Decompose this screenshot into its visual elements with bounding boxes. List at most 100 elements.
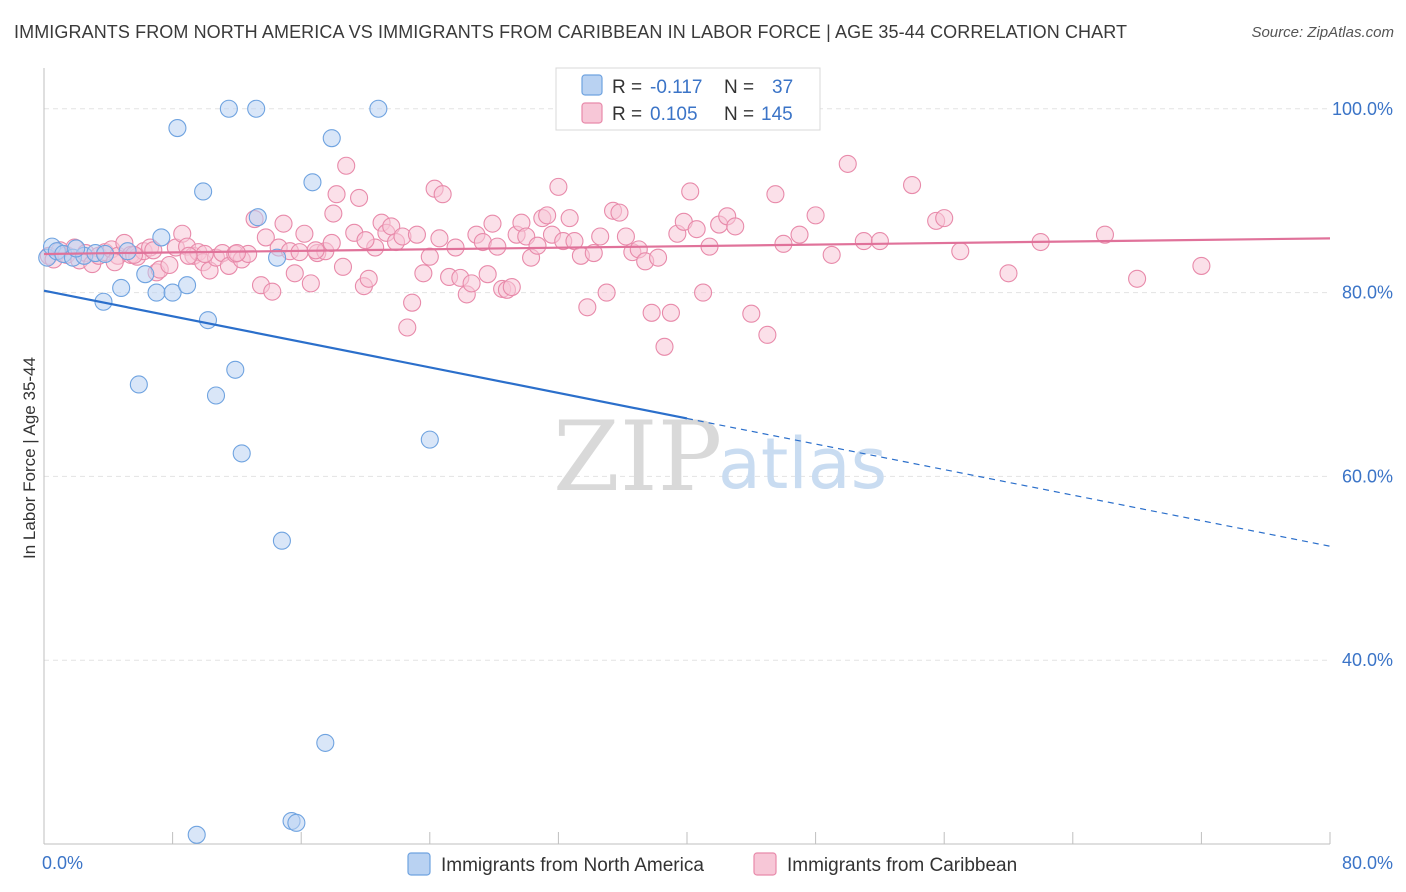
caribbean-point-67 bbox=[430, 229, 449, 248]
north-america-point-8 bbox=[118, 242, 137, 261]
caribbean-point-78 bbox=[488, 237, 507, 256]
caribbean-point-68 bbox=[433, 185, 452, 204]
watermark-atlas: atlas bbox=[718, 423, 887, 505]
north-america-point-13 bbox=[322, 129, 341, 148]
north-america-point-23 bbox=[178, 276, 197, 295]
watermark: ZIP atlas bbox=[553, 401, 887, 513]
caribbean-point-97 bbox=[591, 227, 610, 246]
north-america-point-20 bbox=[112, 278, 131, 298]
caribbean-point-92 bbox=[560, 209, 579, 228]
legend-label-north-america: Immigrants from North America bbox=[441, 855, 704, 876]
caribbean-point-47 bbox=[324, 204, 343, 223]
caribbean-point-65 bbox=[420, 247, 439, 266]
north-america-point-31 bbox=[272, 531, 291, 550]
caribbean-point-125 bbox=[838, 154, 857, 173]
north-america-point-26 bbox=[226, 360, 245, 379]
series-north-america-points bbox=[38, 99, 439, 844]
caribbean-point-40 bbox=[285, 264, 304, 283]
caribbean-point-49 bbox=[333, 257, 353, 276]
north-america-point-17 bbox=[152, 228, 171, 247]
north-america-point-21 bbox=[147, 283, 166, 302]
north-america-point-12 bbox=[168, 119, 187, 138]
caribbean-point-108 bbox=[661, 303, 680, 322]
caribbean-point-62 bbox=[403, 293, 422, 312]
caribbean-point-142 bbox=[144, 241, 163, 260]
legend-swatch-blue bbox=[581, 74, 603, 96]
caribbean-point-73 bbox=[462, 274, 481, 293]
caribbean-point-19 bbox=[160, 255, 179, 275]
caribbean-point-36 bbox=[263, 282, 282, 301]
x-tick-labels: 0.0% 80.0% bbox=[42, 853, 1393, 873]
caribbean-point-141 bbox=[179, 246, 198, 265]
caribbean-point-90 bbox=[549, 177, 568, 196]
caribbean-point-131 bbox=[951, 242, 970, 261]
series-caribbean-points bbox=[39, 154, 1211, 356]
caribbean-point-132 bbox=[999, 264, 1018, 283]
north-america-point-10 bbox=[247, 99, 266, 118]
caribbean-point-95 bbox=[578, 298, 597, 317]
caribbean-point-96 bbox=[584, 244, 603, 263]
caribbean-point-117 bbox=[726, 217, 745, 236]
caribbean-point-139 bbox=[227, 244, 246, 263]
caribbean-point-88 bbox=[538, 206, 557, 225]
caribbean-point-137 bbox=[356, 231, 375, 250]
north-america-point-15 bbox=[303, 173, 322, 192]
y-tick-label-2: 60.0% bbox=[1342, 466, 1393, 486]
caribbean-point-52 bbox=[350, 188, 369, 207]
north-america-point-9 bbox=[219, 99, 238, 118]
axes bbox=[43, 68, 1331, 845]
caribbean-point-118 bbox=[742, 304, 761, 323]
watermark-zip: ZIP bbox=[553, 401, 722, 513]
legend-swatch-caribbean bbox=[753, 852, 777, 876]
caribbean-point-106 bbox=[649, 248, 668, 267]
legend-swatch-north-america bbox=[407, 852, 431, 876]
caribbean-point-98 bbox=[597, 283, 616, 302]
caribbean-point-124 bbox=[822, 245, 841, 264]
north-america-point-14 bbox=[194, 182, 213, 201]
caribbean-point-48 bbox=[327, 185, 346, 204]
caribbean-point-76 bbox=[478, 265, 497, 284]
north-america-point-35 bbox=[187, 825, 206, 844]
correlation-legend: R = -0.117 N = 37 R = 0.105 N = 145 bbox=[555, 67, 821, 131]
north-america-point-25 bbox=[198, 311, 218, 330]
x-tick-label-0: 0.0% bbox=[42, 853, 83, 873]
north-america-point-30 bbox=[420, 430, 439, 449]
caribbean-point-112 bbox=[687, 220, 706, 239]
caribbean-point-63 bbox=[407, 225, 426, 244]
caribbean-point-77 bbox=[483, 214, 502, 233]
y-axis-label: In Labor Force | Age 35-44 bbox=[20, 357, 39, 559]
legend-swatch-pink bbox=[581, 102, 603, 124]
caribbean-point-42 bbox=[295, 224, 314, 243]
trend-lines bbox=[43, 237, 1331, 547]
legend-r-value-1: -0.117 bbox=[650, 77, 702, 98]
caribbean-point-105 bbox=[642, 303, 661, 322]
caribbean-point-41 bbox=[290, 243, 309, 262]
y-tick-labels: 100.0% 80.0% 60.0% 40.0% bbox=[1332, 99, 1393, 670]
north-america-point-27 bbox=[129, 375, 148, 394]
caribbean-point-70 bbox=[446, 238, 465, 257]
caribbean-point-128 bbox=[902, 175, 922, 195]
caribbean-point-64 bbox=[414, 264, 433, 283]
north-america-point-28 bbox=[206, 386, 226, 405]
caribbean-point-136 bbox=[1192, 256, 1211, 275]
legend-r-label-1: R = bbox=[612, 77, 642, 98]
caribbean-point-43 bbox=[301, 274, 320, 293]
trend-line-caribbean bbox=[43, 237, 1331, 256]
legend-n-label-2: N = bbox=[724, 104, 754, 125]
caribbean-point-100 bbox=[610, 203, 629, 222]
source-label: Source: ZipAtlas.com bbox=[1251, 24, 1394, 41]
caribbean-point-130 bbox=[935, 209, 954, 228]
caribbean-point-120 bbox=[766, 185, 785, 204]
north-america-point-19 bbox=[136, 265, 155, 284]
legend-n-value-2: 145 bbox=[761, 104, 793, 125]
north-america-point-11 bbox=[369, 99, 388, 118]
y-tick-label-3: 40.0% bbox=[1342, 650, 1393, 670]
y-tick-label-0: 100.0% bbox=[1332, 99, 1393, 119]
x-tick-label-1: 80.0% bbox=[1342, 853, 1393, 873]
legend-r-label-2: R = bbox=[612, 104, 642, 125]
caribbean-point-38 bbox=[274, 214, 293, 233]
caribbean-point-111 bbox=[681, 182, 700, 201]
north-america-point-18 bbox=[268, 248, 287, 267]
series-legend: Immigrants from North America Immigrants… bbox=[407, 852, 1017, 876]
